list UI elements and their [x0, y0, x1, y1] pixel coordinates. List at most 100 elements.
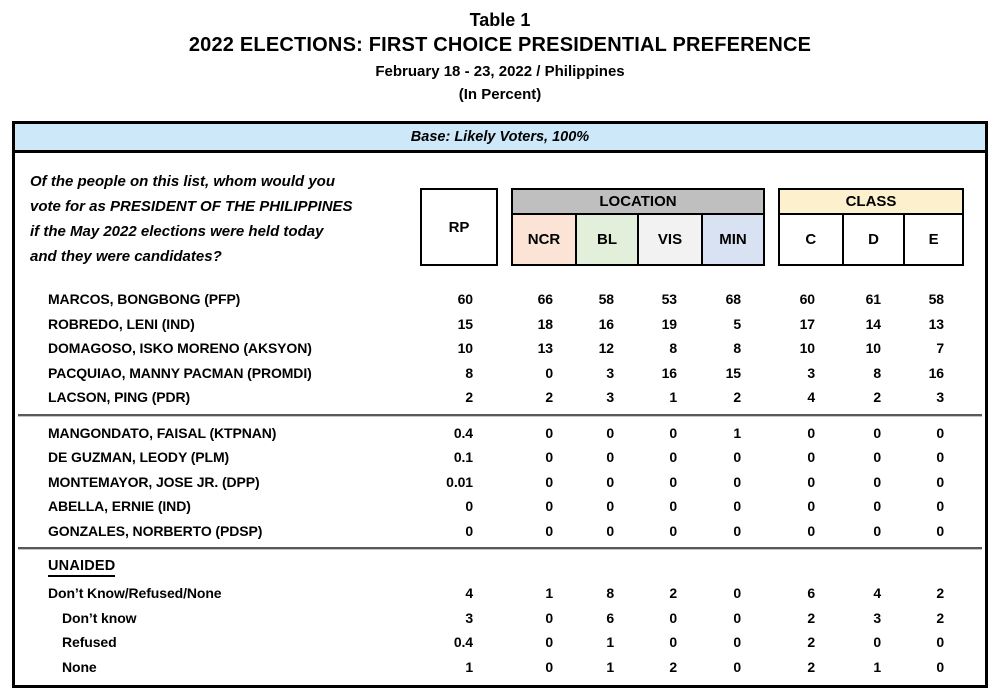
question-text: Of the people on this list, whom would y…	[30, 169, 420, 269]
value-c: 4	[807, 389, 815, 406]
table-row: None 1 0 1 2 0 2 1 0	[15, 655, 985, 680]
candidate-label: ROBREDO, LENI (IND)	[48, 315, 195, 332]
value-e: 0	[936, 449, 944, 466]
value-min: 0	[733, 658, 741, 675]
value-d: 14	[865, 315, 881, 332]
value-bl: 1	[606, 634, 614, 651]
table-row: MARCOS, BONGBONG (PFP) 60 66 58 53 68 60…	[15, 287, 985, 312]
value-vis: 0	[669, 609, 677, 626]
value-min: 2	[733, 389, 741, 406]
column-header-e: E	[903, 215, 962, 264]
candidate-label: LACSON, PING (PDR)	[48, 389, 191, 406]
value-e: 0	[936, 473, 944, 490]
column-header-bl: BL	[575, 215, 638, 264]
value-vis: 2	[669, 585, 677, 602]
value-bl: 0	[606, 522, 614, 539]
base-bar: Base: Likely Voters, 100%	[15, 124, 985, 153]
value-min: 68	[725, 291, 741, 308]
candidate-label: MONTEMAYOR, JOSE JR. (DPP)	[48, 473, 260, 490]
value-bl: 6	[606, 609, 614, 626]
value-rp: 60	[457, 291, 473, 308]
value-rp: 15	[457, 315, 473, 332]
value-bl: 8	[606, 585, 614, 602]
row-label: Don’t Know/Refused/None	[48, 585, 222, 602]
value-d: 61	[865, 291, 881, 308]
value-min: 15	[725, 364, 741, 381]
table-row: DOMAGOSO, ISKO MORENO (AKSYON) 10 13 12 …	[15, 336, 985, 361]
value-min: 0	[733, 585, 741, 602]
value-rp: 0.4	[453, 634, 473, 651]
table-row: ABELLA, ERNIE (IND) 0 0 0 0 0 0 0 0	[15, 494, 985, 519]
candidate-label: DOMAGOSO, ISKO MORENO (AKSYON)	[48, 340, 312, 357]
value-c: 2	[807, 634, 815, 651]
value-vis: 0	[669, 522, 677, 539]
section-heading-row: UNAIDED	[15, 554, 985, 581]
value-vis: 0	[669, 424, 677, 441]
value-d: 0	[873, 473, 881, 490]
candidate-label: PACQUIAO, MANNY PACMAN (PROMDI)	[48, 364, 312, 381]
column-group-location: LOCATION NCR BL VIS MIN	[511, 188, 765, 266]
group-divider	[18, 547, 982, 550]
table-row: MANGONDATO, FAISAL (KTPNAN) 0.4 0 0 0 1 …	[15, 421, 985, 446]
value-ncr: 1	[545, 585, 553, 602]
value-c: 6	[807, 585, 815, 602]
value-vis: 53	[661, 291, 677, 308]
question-line: if the May 2022 elections were held toda…	[30, 223, 324, 240]
value-c: 0	[807, 522, 815, 539]
page-title: 2022 ELECTIONS: FIRST CHOICE PRESIDENTIA…	[188, 34, 812, 56]
column-header-min: MIN	[700, 215, 763, 264]
column-header-vis: VIS	[637, 215, 701, 264]
value-ncr: 0	[545, 634, 553, 651]
table-row: Refused 0.4 0 1 0 0 2 0 0	[15, 630, 985, 655]
value-min: 0	[733, 634, 741, 651]
value-e: 0	[936, 424, 944, 441]
class-band: CLASS	[780, 190, 962, 215]
value-bl: 16	[598, 315, 614, 332]
value-bl: 0	[606, 424, 614, 441]
location-subheaders: NCR BL VIS MIN	[513, 215, 763, 264]
value-min: 8	[733, 340, 741, 357]
value-ncr: 18	[537, 315, 553, 332]
value-c: 2	[807, 658, 815, 675]
value-d: 4	[873, 585, 881, 602]
value-bl: 3	[606, 364, 614, 381]
value-min: 0	[733, 522, 741, 539]
value-d: 0	[873, 498, 881, 515]
value-vis: 19	[661, 315, 677, 332]
value-ncr: 0	[545, 498, 553, 515]
value-vis: 0	[669, 449, 677, 466]
value-min: 1	[733, 424, 741, 441]
value-rp: 0.01	[446, 473, 473, 490]
candidate-label: GONZALES, NORBERTO (PDSP)	[48, 522, 263, 539]
value-c: 0	[807, 473, 815, 490]
value-e: 16	[928, 364, 944, 381]
value-ncr: 0	[545, 522, 553, 539]
value-min: 0	[733, 609, 741, 626]
value-ncr: 0	[545, 609, 553, 626]
page-subtitle: February 18 - 23, 2022 / Philippines	[375, 63, 625, 80]
value-bl: 1	[606, 658, 614, 675]
value-d: 0	[873, 424, 881, 441]
value-ncr: 2	[545, 389, 553, 406]
value-e: 0	[936, 658, 944, 675]
location-band: LOCATION	[513, 190, 763, 215]
value-bl: 0	[606, 498, 614, 515]
row-label: Refused	[62, 634, 117, 651]
candidate-label: MANGONDATO, FAISAL (KTPNAN)	[48, 424, 277, 441]
value-e: 7	[936, 340, 944, 357]
value-e: 2	[936, 609, 944, 626]
value-rp: 8	[465, 364, 473, 381]
value-d: 8	[873, 364, 881, 381]
value-ncr: 0	[545, 364, 553, 381]
question-line: vote for as PRESIDENT OF THE PHILIPPINES	[30, 198, 353, 215]
value-e: 13	[928, 315, 944, 332]
value-d: 0	[873, 634, 881, 651]
table-row: GONZALES, NORBERTO (PDSP) 0 0 0 0 0 0 0 …	[15, 519, 985, 544]
value-min: 0	[733, 498, 741, 515]
unit-note: (In Percent)	[458, 86, 542, 103]
value-c: 60	[799, 291, 815, 308]
question-line: and they were candidates?	[30, 248, 222, 265]
value-ncr: 13	[537, 340, 553, 357]
value-bl: 0	[606, 449, 614, 466]
value-e: 0	[936, 634, 944, 651]
